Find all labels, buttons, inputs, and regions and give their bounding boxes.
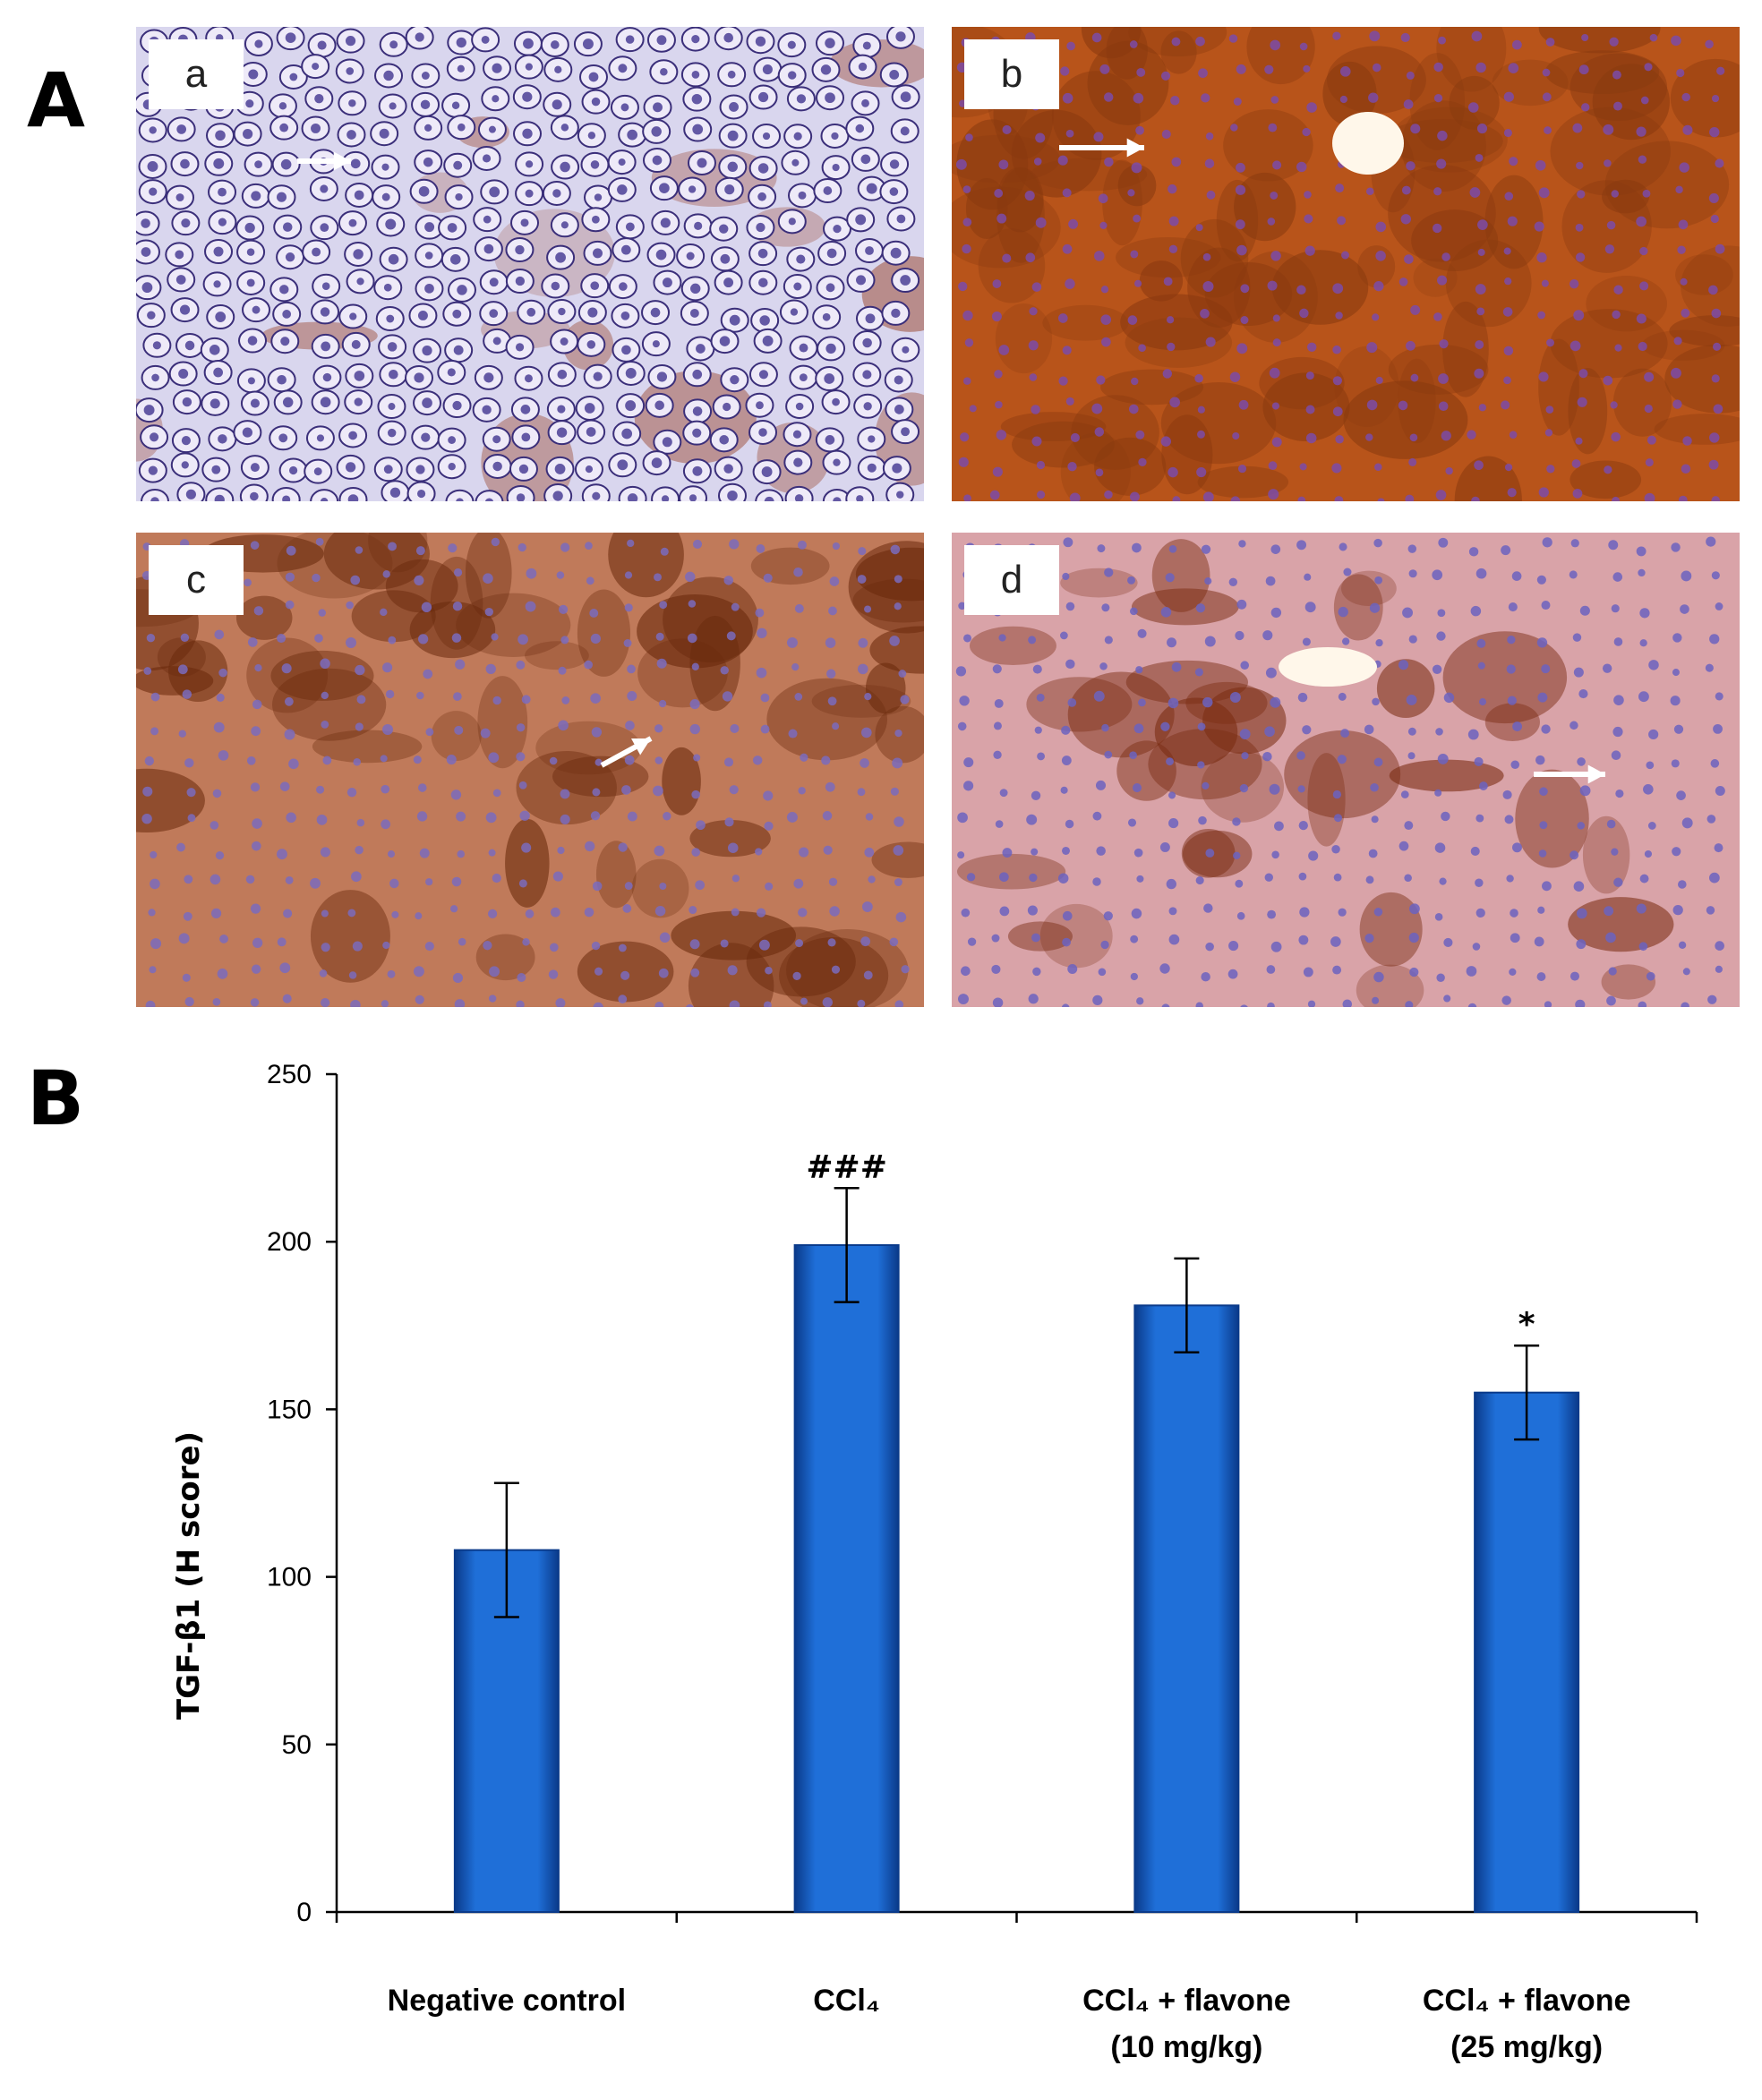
x-axis <box>335 1910 1698 1923</box>
category-label: (25 mg/kg) <box>1450 2030 1603 2064</box>
y-axis: 0 50 100 150 200 250 <box>267 1060 338 1927</box>
significance-annotation: ### <box>806 1148 887 1185</box>
bar <box>1133 1304 1240 1913</box>
bar <box>793 1243 900 1914</box>
micrograph-c-image <box>136 533 924 1007</box>
micrograph-a-image <box>136 27 924 501</box>
micrograph-b: b <box>952 27 1740 501</box>
category-label: CCl₄ + flavone <box>1423 1984 1631 2018</box>
micrograph-d: d <box>952 533 1740 1007</box>
category-label: Negative control <box>388 1984 626 2018</box>
micrograph-a-label: a <box>149 39 244 109</box>
y-tick-label: 150 <box>267 1395 312 1424</box>
y-tick-label: 200 <box>267 1227 312 1257</box>
y-tick-label: 0 <box>296 1898 312 1927</box>
micrograph-b-label: b <box>964 39 1059 109</box>
y-axis-title: TGF-β1 (H score) <box>171 1431 207 1720</box>
y-tick-label: 250 <box>267 1060 312 1089</box>
y-tick-label: 100 <box>267 1563 312 1592</box>
y-tick-label: 50 <box>282 1730 312 1760</box>
category-labels: Negative control CCl₄ CCl₄ + flavone (10 mg… <box>388 1984 1631 2064</box>
category-label: (10 mg/kg) <box>1110 2030 1262 2064</box>
micrograph-c: c <box>136 533 924 1007</box>
panel-letter-b: B <box>27 1054 85 1142</box>
micrograph-b-image <box>952 27 1740 501</box>
micrograph-d-image <box>952 533 1740 1007</box>
bar <box>1474 1391 1580 1913</box>
bar-chart: 0 50 100 150 200 250 ### * Negative control CCl… <box>171 1060 1698 2064</box>
micrograph-d-label: d <box>964 545 1059 615</box>
micrograph-c-label: c <box>149 545 244 615</box>
significance-annotation: * <box>1518 1306 1535 1343</box>
micrograph-a: a <box>136 27 924 501</box>
panel-letter-a: A <box>27 56 86 144</box>
bars: ### * <box>453 1148 1580 1914</box>
category-label: CCl₄ + flavone <box>1082 1984 1291 2018</box>
category-label: CCl₄ <box>813 1984 880 2018</box>
